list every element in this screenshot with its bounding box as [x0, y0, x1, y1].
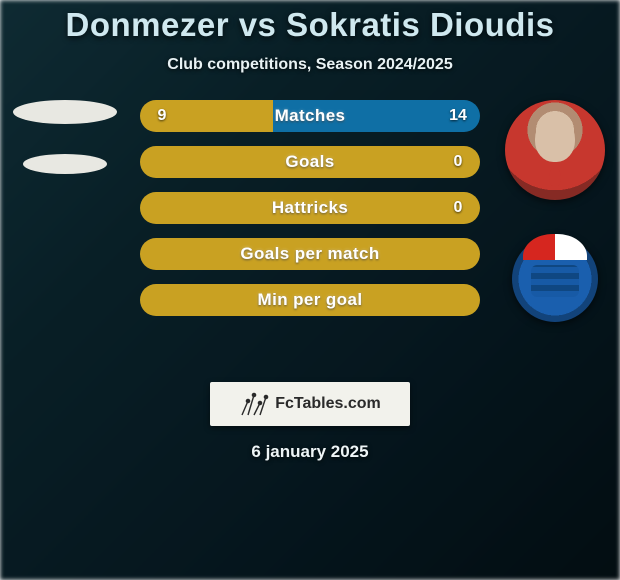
stat-bar: Hattricks0 [140, 192, 480, 224]
right-player-club-crest [512, 236, 598, 322]
stats-bars: Matches914Goals0Hattricks0Goals per matc… [140, 100, 480, 330]
page-title: Donmezer vs Sokratis Dioudis [0, 6, 620, 44]
date-label: 6 january 2025 [0, 442, 620, 462]
stat-bar: Goals0 [140, 146, 480, 178]
stat-label: Hattricks [140, 192, 480, 224]
left-player-column [0, 100, 130, 174]
subtitle: Club competitions, Season 2024/2025 [0, 56, 620, 74]
left-player-placeholder-2 [23, 154, 107, 174]
left-player-placeholder-1 [13, 100, 117, 124]
stat-bar: Matches9 14 [140, 100, 480, 132]
stat-bar: Min per goal [140, 284, 480, 316]
stat-label: Goals per match [140, 238, 480, 270]
stat-right-value: 0 [440, 192, 476, 224]
right-player-avatar [505, 100, 605, 200]
source-logo-text: FcTables.com [275, 395, 381, 413]
stat-left-value: 9 [144, 100, 180, 132]
stat-label: Matches [140, 100, 480, 132]
fctables-icon [239, 391, 269, 417]
stat-label: Goals [140, 146, 480, 178]
right-player-column [490, 100, 620, 322]
stat-bar: Goals per match [140, 238, 480, 270]
source-logo: FcTables.com [210, 382, 410, 426]
stat-right-value: 14 [440, 100, 476, 132]
comparison-card: Donmezer vs Sokratis Dioudis Club compet… [0, 0, 620, 580]
stat-right-value: 0 [440, 146, 476, 178]
stat-label: Min per goal [140, 284, 480, 316]
main-row: Matches914Goals0Hattricks0Goals per matc… [0, 100, 620, 360]
